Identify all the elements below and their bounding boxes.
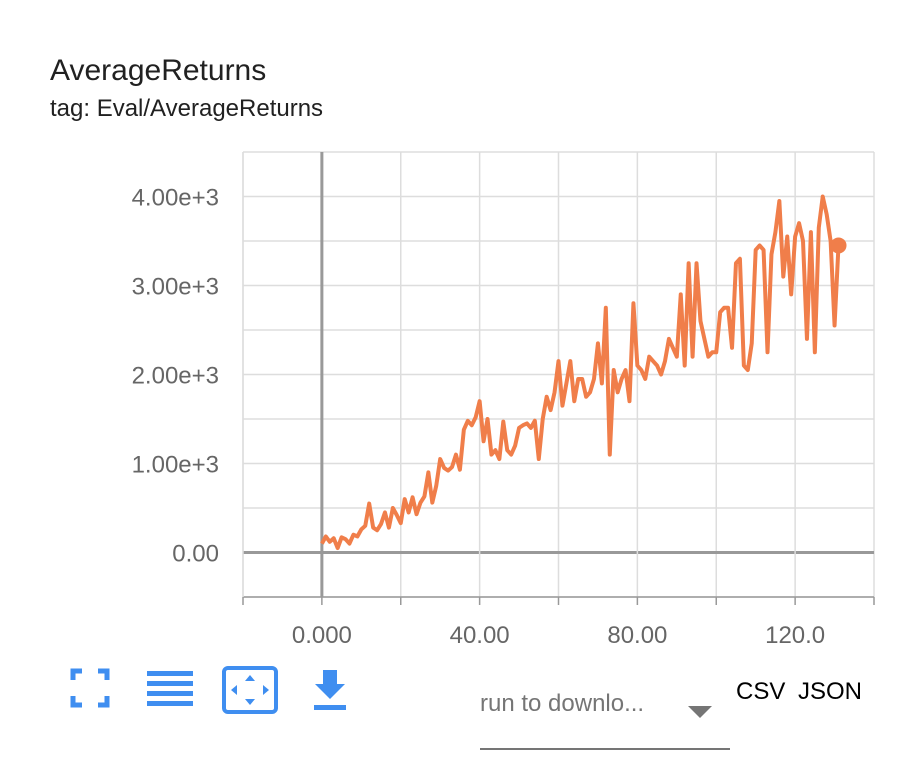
csv-button[interactable]: CSV <box>736 678 786 705</box>
run-select-label: run to downlo... <box>480 690 645 717</box>
log-scale-button[interactable] <box>147 668 193 708</box>
x-tick-label: 0.000 <box>292 622 352 649</box>
chart-title: AverageReturns <box>50 54 267 87</box>
data-line <box>320 194 841 551</box>
x-tick-label: 120.0 <box>765 622 825 649</box>
y-tick-label: 0.00 <box>172 541 219 568</box>
y-tick-label: 3.00e+3 <box>132 274 219 301</box>
chart: 0.00 1.00e+3 2.00e+3 3.00e+3 4.00e+3 0.000 40.… <box>132 151 875 649</box>
fit-domain-button[interactable] <box>222 666 278 716</box>
x-tick-label: 80.00 <box>607 622 667 649</box>
y-tick-label: 2.00e+3 <box>132 363 219 390</box>
y-tick-label: 4.00e+3 <box>132 185 219 212</box>
dropdown-arrow <box>688 706 712 718</box>
last-point <box>830 237 847 254</box>
y-tick-label: 1.00e+3 <box>132 452 219 479</box>
x-tick-label: 40.00 <box>450 622 510 649</box>
fullscreen-button[interactable] <box>70 668 110 708</box>
download-button[interactable] <box>310 668 350 712</box>
run-select[interactable]: run to downlo... <box>480 690 730 750</box>
json-button[interactable]: JSON <box>798 678 863 705</box>
chart-subtitle: tag: Eval/AverageReturns <box>50 95 324 122</box>
